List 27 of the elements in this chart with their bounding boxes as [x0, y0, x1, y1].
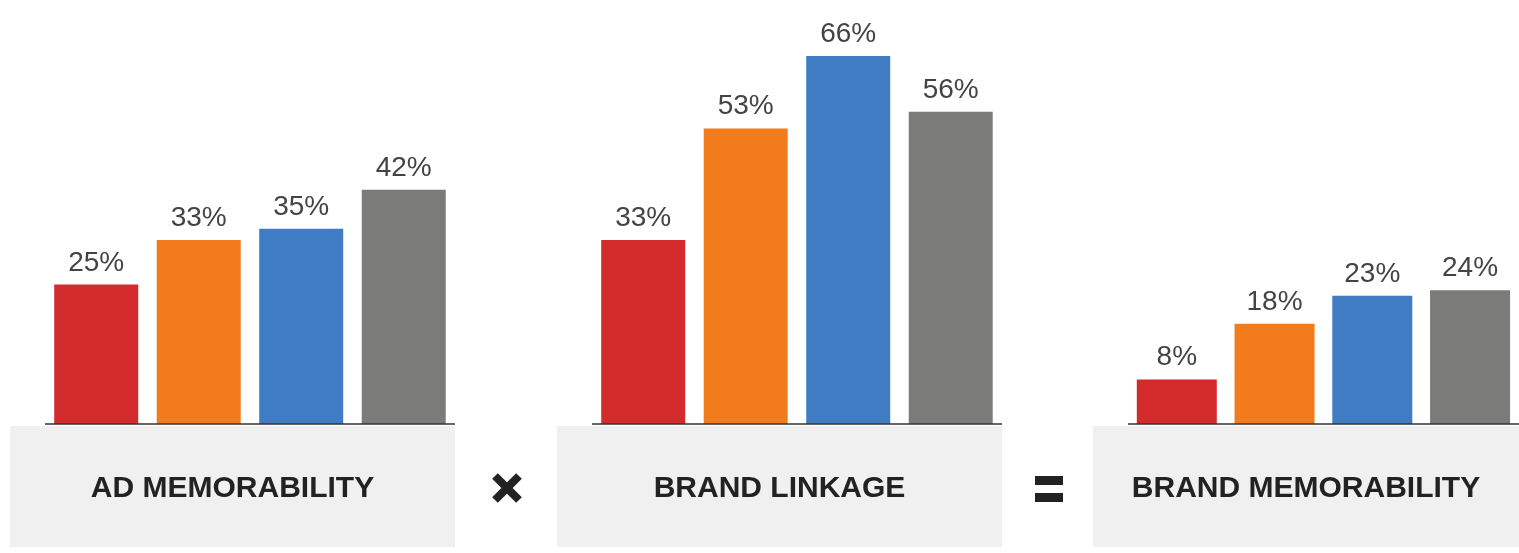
text: BRAND LINKAGE	[653, 469, 906, 504]
data-label: 35%	[273, 189, 330, 221]
data-label: 25%	[68, 245, 125, 277]
bar	[361, 189, 446, 424]
bar	[54, 284, 139, 424]
data-label: 18%	[1246, 284, 1303, 316]
bar	[156, 240, 241, 424]
data-label: 56%	[922, 72, 979, 104]
bar	[1234, 323, 1315, 424]
data-label: 42%	[375, 150, 432, 182]
text: AD MEMORABILITY	[90, 469, 375, 504]
data-label: 8%	[1156, 340, 1198, 372]
bar	[601, 240, 686, 424]
bar	[806, 56, 891, 424]
data-label: 53%	[717, 89, 774, 121]
bar	[1136, 379, 1217, 424]
bar	[908, 111, 993, 424]
data-label: 33%	[615, 201, 672, 232]
bar	[259, 228, 344, 424]
text: BRAND MEMORABILITY	[1131, 469, 1481, 504]
bar	[703, 128, 788, 424]
data-label: 66%	[820, 17, 877, 48]
bar	[1332, 295, 1413, 424]
data-label: 24%	[1442, 251, 1499, 283]
bar	[1430, 290, 1511, 424]
data-label: 23%	[1344, 256, 1401, 288]
data-label: 33%	[170, 201, 227, 232]
